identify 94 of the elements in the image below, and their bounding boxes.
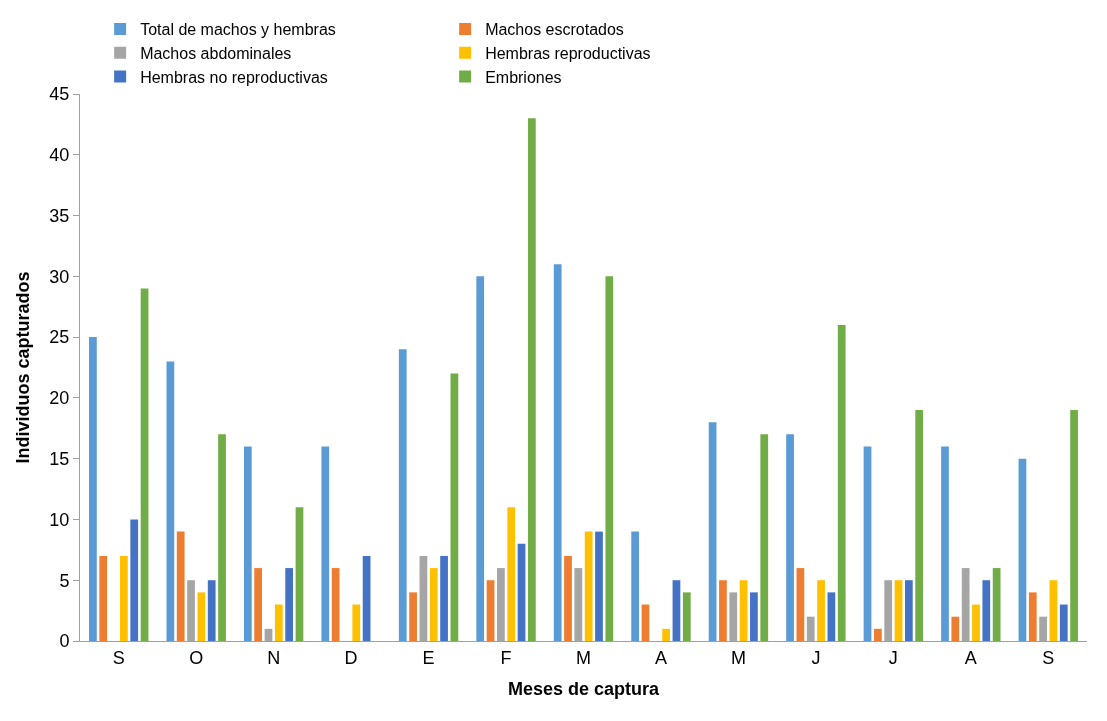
bar (429, 568, 438, 641)
bar (1028, 592, 1037, 641)
legend-label: Total de machos y hembras (140, 21, 336, 39)
bar (352, 604, 361, 641)
bar (719, 580, 727, 641)
bar (1049, 580, 1058, 641)
bar (243, 446, 252, 641)
bar (331, 568, 340, 641)
bar (796, 568, 805, 641)
bar (941, 446, 949, 641)
x-tick-label: F (500, 647, 512, 668)
bar (486, 580, 495, 641)
bar (1059, 604, 1068, 641)
y-tick-label: 35 (49, 205, 70, 226)
x-tick-label: M (576, 647, 591, 668)
x-axis-title: Meses de captura (507, 678, 661, 699)
bar (553, 264, 562, 641)
legend-label: Hembras no reproductivas (140, 68, 328, 86)
bar (450, 373, 459, 641)
bar (507, 507, 516, 641)
bar (662, 628, 670, 641)
bar (915, 410, 924, 641)
y-tick-label: 45 (49, 84, 70, 105)
bar (750, 592, 758, 641)
bar (517, 543, 526, 641)
bar (817, 580, 825, 641)
bar (786, 434, 794, 641)
bar (89, 337, 97, 641)
bar (894, 580, 903, 641)
bar (321, 446, 330, 641)
x-tick-label: A (964, 647, 977, 668)
bar (605, 276, 614, 641)
bar (274, 604, 283, 641)
bar (1018, 458, 1027, 641)
bar (295, 507, 304, 641)
bar (176, 531, 185, 641)
bar (672, 580, 681, 641)
bar (398, 349, 407, 641)
bar (992, 568, 1001, 641)
bar (99, 555, 108, 641)
bar (584, 531, 593, 641)
bar (863, 446, 872, 641)
y-tick-label: 5 (59, 570, 70, 591)
bar (631, 531, 640, 641)
bar (120, 555, 128, 641)
bar (197, 592, 206, 641)
bar (166, 361, 175, 641)
bar (873, 628, 882, 641)
bar (739, 580, 748, 641)
bar (207, 580, 216, 641)
x-tick-label: J (811, 647, 821, 668)
legend-label: Machos escrotados (485, 21, 624, 39)
bar (904, 580, 913, 641)
bar (527, 118, 536, 641)
legend-label: Machos abdominales (140, 44, 292, 62)
y-tick-label: 25 (49, 327, 70, 348)
x-tick-label: J (888, 647, 898, 668)
bar (409, 592, 417, 641)
y-tick-label: 20 (49, 388, 70, 409)
bar (982, 580, 991, 641)
bar (951, 616, 960, 641)
legend-label: Hembras reproductivas (485, 44, 651, 62)
bar (130, 519, 139, 641)
y-tick-label: 30 (49, 266, 70, 287)
bar (564, 555, 572, 641)
y-tick-label: 15 (49, 448, 70, 469)
bar (595, 531, 603, 641)
x-tick-label: M (730, 647, 746, 668)
y-tick-label: 10 (49, 509, 70, 530)
x-tick-label: S (112, 647, 125, 668)
x-tick-label: D (344, 647, 358, 668)
bar (837, 324, 846, 641)
x-tick-label: S (1042, 647, 1055, 668)
bar (440, 555, 448, 641)
x-tick-label: N (267, 647, 281, 668)
bar (682, 592, 691, 641)
bar (218, 434, 226, 641)
bar (1070, 410, 1078, 641)
y-axis-title: Individuos capturados (12, 271, 33, 464)
legend-label: Embriones (485, 68, 562, 86)
bar (254, 568, 263, 641)
bar (708, 422, 717, 641)
bar (362, 555, 371, 641)
bar (476, 276, 485, 641)
y-tick-label: 0 (59, 631, 70, 652)
bar (760, 434, 769, 641)
bar (285, 568, 294, 641)
bar (827, 592, 836, 641)
x-tick-label: A (654, 647, 667, 668)
bar (972, 604, 980, 641)
y-tick-label: 40 (49, 145, 70, 166)
bar (140, 288, 149, 641)
x-tick-label: E (422, 647, 435, 668)
x-tick-label: O (189, 647, 204, 668)
